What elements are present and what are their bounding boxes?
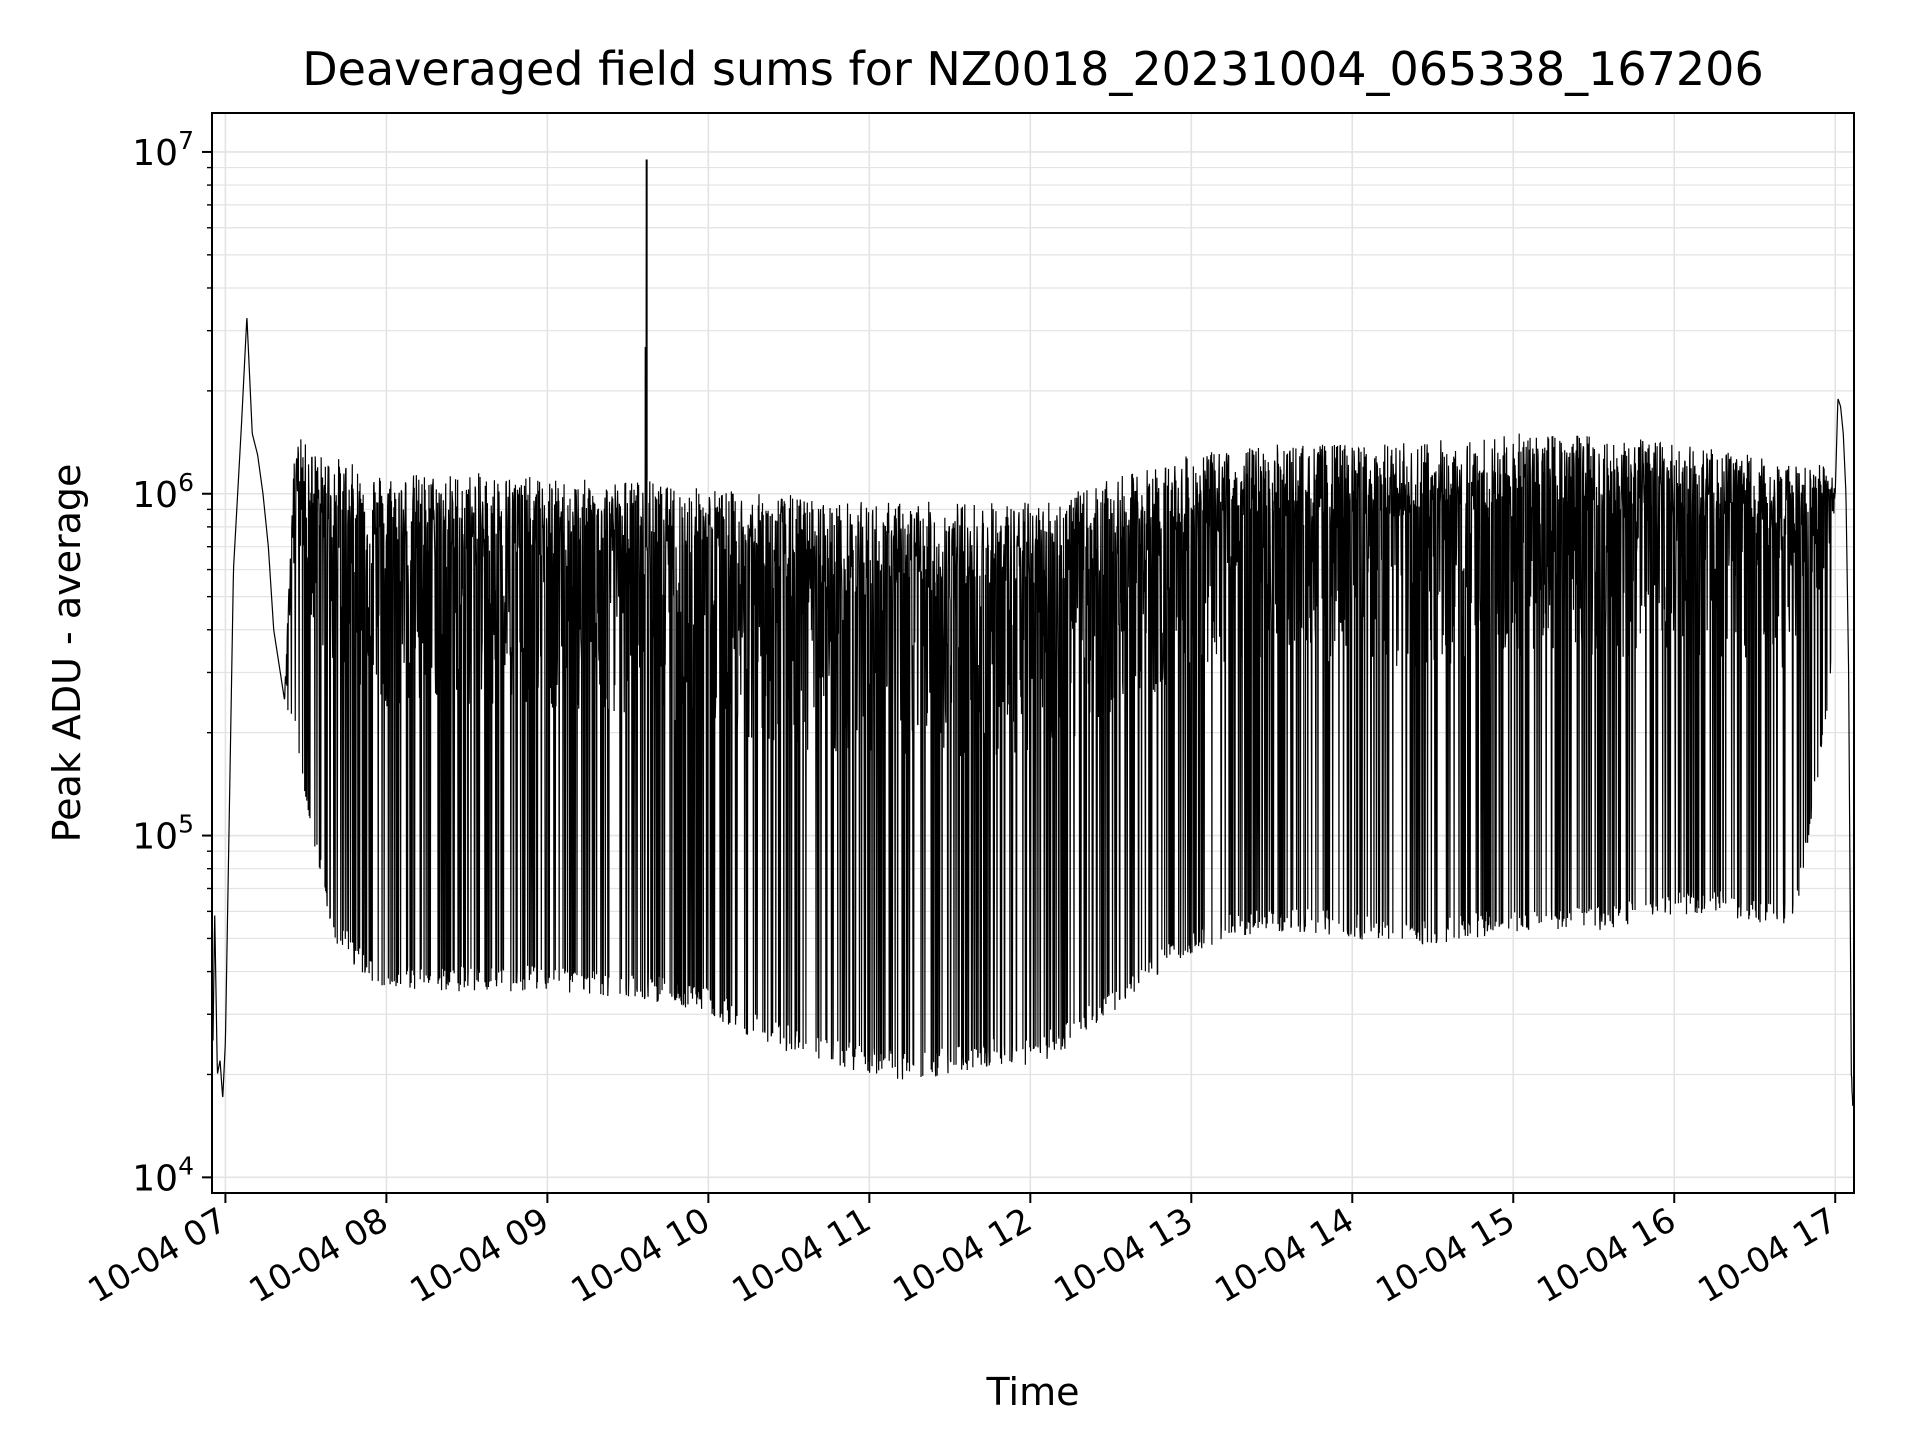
y-tick-label-exponent: 7 bbox=[178, 126, 194, 155]
y-tick-label: 106 bbox=[132, 468, 194, 516]
data-line bbox=[212, 201, 1854, 1106]
y-tick-label-base: 10 bbox=[132, 475, 178, 516]
y-axis-label: Peak ADU - average bbox=[45, 464, 89, 843]
y-tick-label: 107 bbox=[132, 126, 194, 174]
y-tick-label-exponent: 4 bbox=[178, 1151, 194, 1180]
data-series bbox=[212, 159, 1854, 1106]
y-tick-label-base: 10 bbox=[132, 817, 178, 858]
chart-title: Deaveraged field sums for NZ0018_2023100… bbox=[302, 42, 1763, 96]
y-tick-label: 104 bbox=[132, 1151, 194, 1199]
plot-frame bbox=[211, 112, 1855, 1194]
y-tick-label-exponent: 5 bbox=[178, 810, 194, 839]
y-tick-label-exponent: 6 bbox=[178, 468, 194, 497]
y-tick-label: 105 bbox=[132, 810, 194, 858]
y-tick-label-base: 10 bbox=[132, 1158, 178, 1199]
y-tick-label-base: 10 bbox=[132, 133, 178, 174]
x-axis-label: Time bbox=[986, 1370, 1080, 1414]
